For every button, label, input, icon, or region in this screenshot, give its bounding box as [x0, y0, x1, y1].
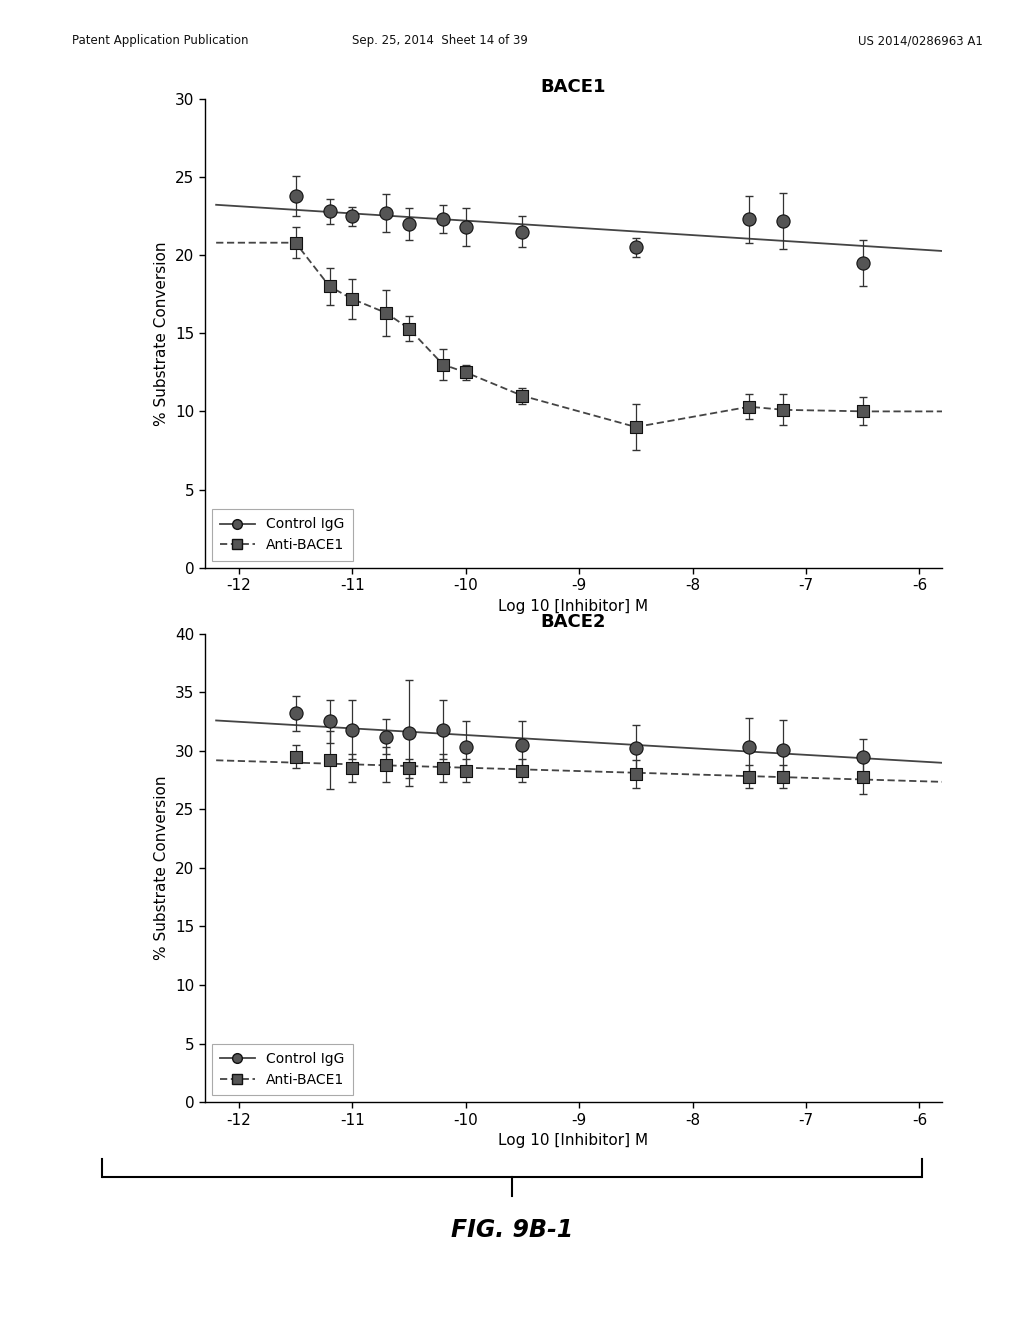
Point [288, 232, 304, 253]
Point [400, 214, 417, 235]
Point [322, 750, 338, 771]
Point [378, 726, 394, 747]
Y-axis label: % Substrate Conversion: % Substrate Conversion [155, 776, 169, 960]
Point [854, 746, 870, 767]
Point [378, 202, 394, 223]
Point [741, 766, 758, 787]
Point [514, 734, 530, 755]
Text: Sep. 25, 2014  Sheet 14 of 39: Sep. 25, 2014 Sheet 14 of 39 [352, 34, 528, 48]
Point [741, 737, 758, 758]
Point [775, 399, 792, 420]
Point [854, 252, 870, 273]
Point [378, 302, 394, 323]
Point [628, 417, 644, 438]
Point [400, 758, 417, 779]
Text: Patent Application Publication: Patent Application Publication [72, 34, 248, 48]
Legend: Control IgG, Anti-BACE1: Control IgG, Anti-BACE1 [212, 1044, 352, 1096]
Point [435, 209, 452, 230]
Legend: Control IgG, Anti-BACE1: Control IgG, Anti-BACE1 [212, 510, 352, 561]
X-axis label: Log 10 [Inhibitor] M: Log 10 [Inhibitor] M [499, 598, 648, 614]
Point [344, 758, 360, 779]
Point [458, 737, 474, 758]
Point [435, 758, 452, 779]
Title: BACE1: BACE1 [541, 78, 606, 96]
Point [288, 702, 304, 723]
Point [288, 185, 304, 206]
Point [400, 722, 417, 743]
Point [628, 738, 644, 759]
Point [435, 354, 452, 375]
Point [322, 711, 338, 733]
Point [775, 766, 792, 787]
Text: FIG. 9B-1: FIG. 9B-1 [451, 1218, 573, 1242]
Text: US 2014/0286963 A1: US 2014/0286963 A1 [858, 34, 983, 48]
Point [435, 719, 452, 741]
Point [741, 209, 758, 230]
Point [458, 760, 474, 781]
Point [458, 216, 474, 238]
Point [322, 201, 338, 222]
Point [322, 276, 338, 297]
Point [775, 739, 792, 760]
Point [400, 318, 417, 339]
Point [514, 385, 530, 407]
Point [854, 766, 870, 787]
Point [514, 760, 530, 781]
Point [628, 763, 644, 784]
Title: BACE2: BACE2 [541, 612, 606, 631]
Point [775, 210, 792, 231]
X-axis label: Log 10 [Inhibitor] M: Log 10 [Inhibitor] M [499, 1133, 648, 1148]
Point [854, 401, 870, 422]
Point [628, 236, 644, 257]
Point [514, 222, 530, 243]
Point [344, 206, 360, 227]
Point [458, 362, 474, 383]
Point [344, 719, 360, 741]
Point [378, 754, 394, 775]
Point [288, 746, 304, 767]
Y-axis label: % Substrate Conversion: % Substrate Conversion [155, 242, 169, 425]
Point [344, 288, 360, 309]
Point [741, 396, 758, 417]
